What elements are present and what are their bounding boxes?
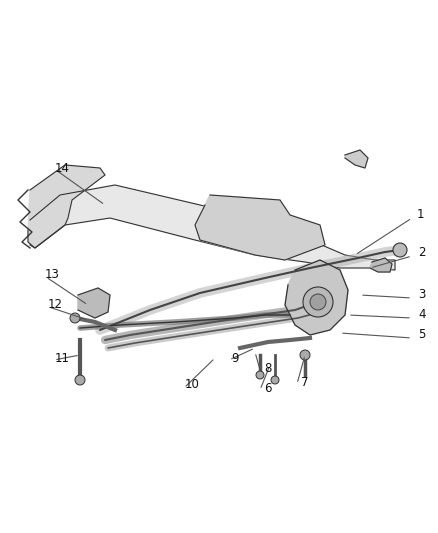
Polygon shape — [78, 288, 110, 318]
Text: 5: 5 — [418, 328, 426, 342]
Text: 10: 10 — [184, 378, 199, 392]
Text: 3: 3 — [418, 288, 426, 302]
Polygon shape — [345, 150, 368, 168]
Circle shape — [300, 350, 310, 360]
Circle shape — [256, 371, 264, 379]
Circle shape — [271, 376, 279, 384]
Text: 7: 7 — [301, 376, 309, 389]
Text: 8: 8 — [264, 361, 272, 375]
Text: 1: 1 — [416, 208, 424, 222]
Circle shape — [393, 243, 407, 257]
Text: 14: 14 — [54, 161, 70, 174]
Text: 9: 9 — [231, 351, 239, 365]
Text: 12: 12 — [47, 298, 63, 311]
Polygon shape — [30, 185, 395, 270]
Polygon shape — [28, 165, 105, 248]
Text: 11: 11 — [54, 351, 70, 365]
Text: 6: 6 — [264, 382, 272, 394]
Text: 13: 13 — [45, 269, 60, 281]
Polygon shape — [370, 258, 392, 272]
Circle shape — [70, 313, 80, 323]
Text: 2: 2 — [418, 246, 426, 260]
Polygon shape — [195, 195, 325, 260]
Circle shape — [75, 375, 85, 385]
Text: 4: 4 — [418, 309, 426, 321]
Circle shape — [310, 294, 326, 310]
Polygon shape — [285, 260, 348, 335]
Circle shape — [303, 287, 333, 317]
